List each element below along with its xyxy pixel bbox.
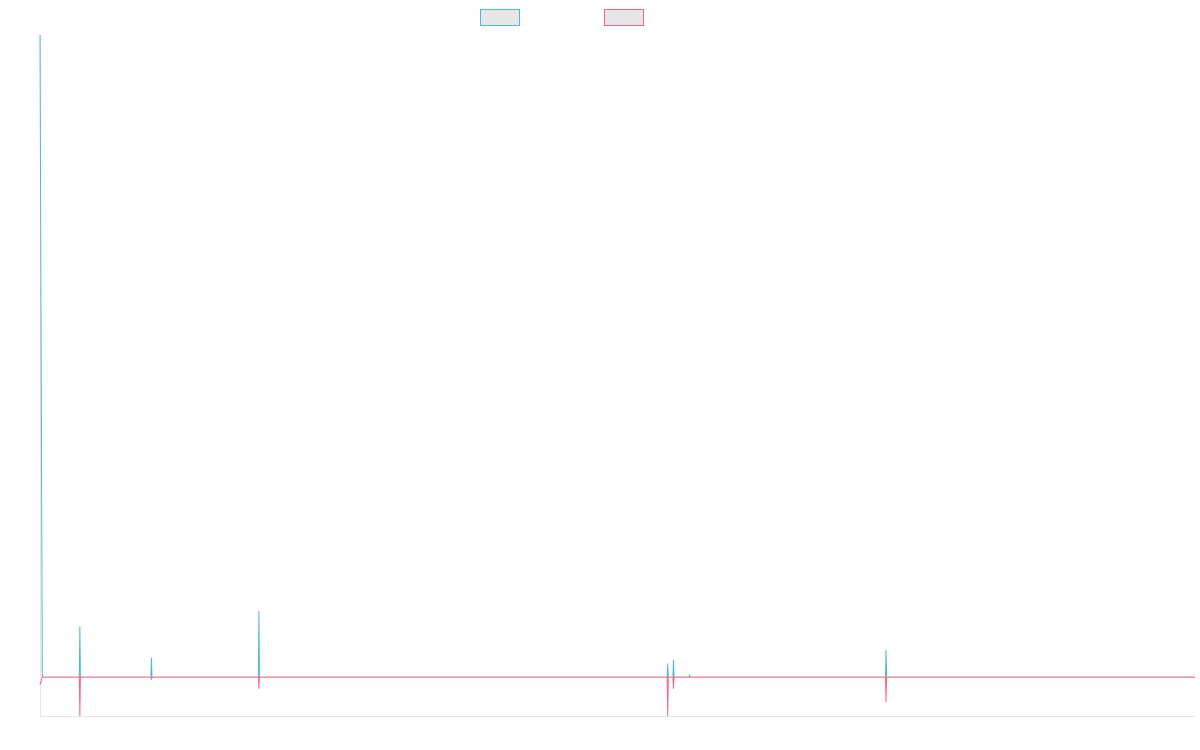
series-2-line: [39, 676, 1195, 717]
series-1-line: [39, 34, 1195, 678]
legend-swatch-series-1[interactable]: [480, 9, 520, 26]
series-layer: [39, 34, 1195, 717]
legend-swatch-series-2[interactable]: [604, 9, 644, 26]
